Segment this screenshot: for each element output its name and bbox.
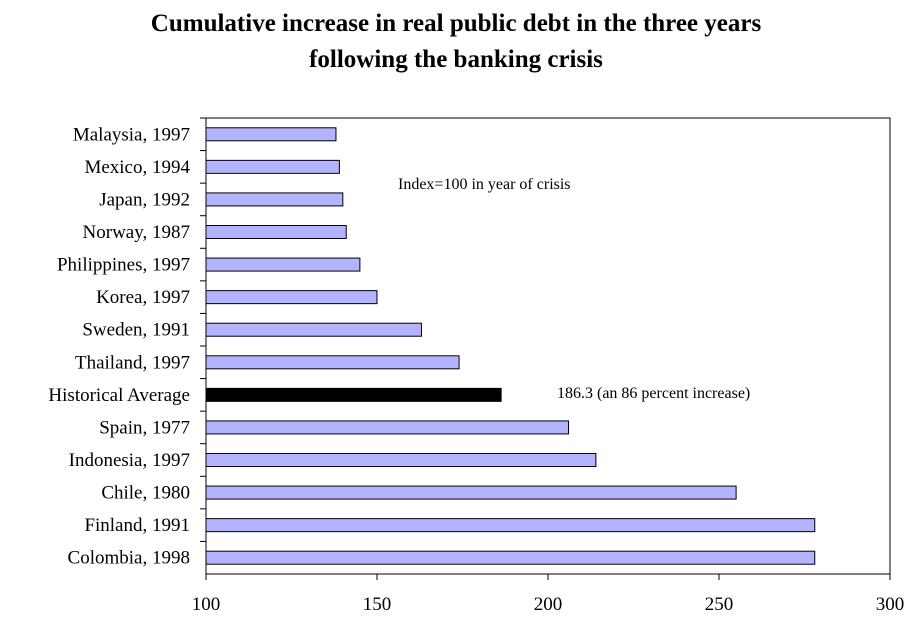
- x-ticks-group: 100 150 200 250 300: [192, 574, 905, 615]
- category-label: Norway, 1987: [83, 222, 190, 243]
- bar: [205, 225, 347, 239]
- category-label: Spain, 1977: [99, 417, 190, 438]
- category-label: Mexico, 1994: [84, 157, 190, 178]
- category-label: Malaysia, 1997: [73, 124, 190, 145]
- bar: [205, 485, 737, 500]
- bar: [205, 420, 570, 435]
- bar-historical-average: [205, 387, 502, 402]
- bar: [205, 192, 344, 207]
- bar: [205, 355, 460, 370]
- bar: [205, 453, 597, 467]
- category-label: Colombia, 1998: [68, 548, 190, 569]
- category-label: Indonesia, 1997: [69, 450, 190, 471]
- bars-group: [205, 127, 816, 565]
- annotation-average-note: 186.3 (an 86 percent increase): [557, 385, 750, 402]
- category-label: Korea, 1997: [96, 287, 190, 308]
- x-tick-label: 150: [363, 594, 392, 615]
- chart-title: Cumulative increase in real public debt …: [0, 6, 912, 78]
- x-tick-label: 100: [192, 594, 221, 615]
- category-label: Japan, 1992: [99, 189, 190, 210]
- bar: [205, 322, 422, 337]
- category-label: Thailand, 1997: [75, 352, 190, 373]
- category-label: Finland, 1991: [84, 515, 190, 536]
- bar: [205, 550, 816, 565]
- bar: [205, 127, 337, 142]
- x-tick-label: 200: [534, 594, 563, 615]
- category-label: Philippines, 1997: [57, 255, 190, 276]
- chart-title-line-2: following the banking crisis: [309, 46, 603, 73]
- bar: [205, 159, 340, 174]
- category-label: Chile, 1980: [101, 483, 190, 504]
- x-tick-label: 250: [705, 594, 734, 615]
- chart-title-line-1: Cumulative increase in real public debt …: [150, 10, 762, 37]
- x-tick-label: 300: [876, 594, 905, 615]
- category-label: Historical Average: [48, 385, 190, 406]
- bar: [205, 290, 378, 305]
- annotation-index-note: Index=100 in year of crisis: [398, 176, 571, 193]
- bar: [205, 257, 361, 272]
- category-labels-group: Malaysia, 1997 Mexico, 1994 Japan, 1992 Nor…: [48, 117, 206, 569]
- bar: [205, 518, 816, 533]
- category-label: Sweden, 1991: [82, 320, 190, 341]
